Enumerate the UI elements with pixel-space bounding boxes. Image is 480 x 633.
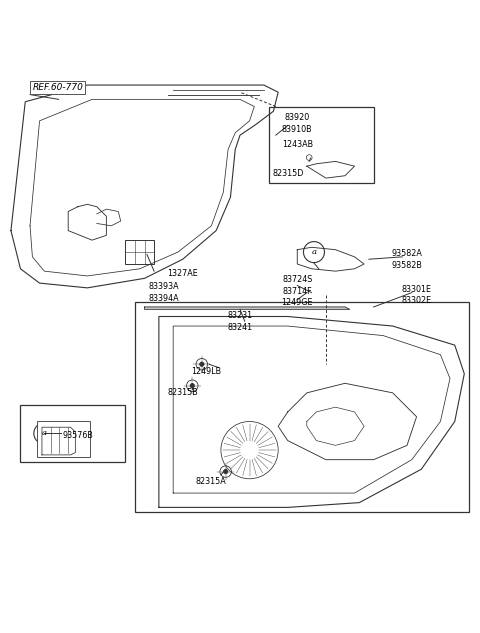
FancyBboxPatch shape (135, 302, 469, 512)
Text: a: a (312, 248, 316, 256)
Text: 83724S
83714F: 83724S 83714F (282, 275, 312, 296)
Circle shape (190, 384, 194, 388)
Text: 83393A
83394A: 83393A 83394A (148, 282, 179, 303)
Text: 82315B: 82315B (168, 389, 198, 398)
Text: a: a (42, 429, 47, 437)
Text: 82315D: 82315D (272, 169, 303, 178)
Text: 1249LB: 1249LB (192, 367, 222, 376)
Circle shape (223, 469, 228, 474)
FancyBboxPatch shape (37, 422, 90, 457)
Text: 1243AB: 1243AB (282, 140, 313, 149)
Text: 83231
83241: 83231 83241 (228, 311, 252, 332)
Text: 82315A: 82315A (196, 477, 227, 486)
Text: 93576B: 93576B (62, 431, 93, 441)
Text: 1249GE: 1249GE (281, 298, 313, 306)
FancyBboxPatch shape (21, 404, 125, 462)
Circle shape (200, 362, 204, 367)
Text: 1327AE: 1327AE (168, 269, 198, 278)
FancyBboxPatch shape (125, 240, 154, 264)
FancyBboxPatch shape (269, 106, 373, 183)
Text: 93582A
93582B: 93582A 93582B (392, 249, 422, 270)
Text: 83301E
83302E: 83301E 83302E (401, 285, 432, 306)
Text: 83920
83910B: 83920 83910B (282, 113, 312, 134)
Text: REF.60-770: REF.60-770 (33, 83, 84, 92)
Polygon shape (144, 307, 350, 310)
